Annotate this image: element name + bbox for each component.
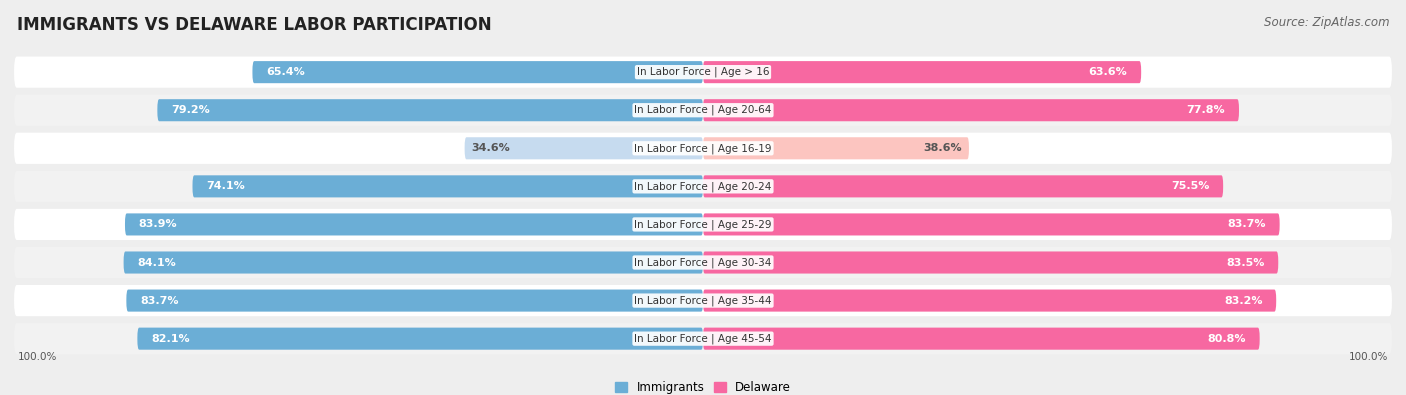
FancyBboxPatch shape bbox=[124, 252, 703, 274]
FancyBboxPatch shape bbox=[157, 99, 703, 121]
FancyBboxPatch shape bbox=[14, 95, 1392, 126]
Text: IMMIGRANTS VS DELAWARE LABOR PARTICIPATION: IMMIGRANTS VS DELAWARE LABOR PARTICIPATI… bbox=[17, 16, 492, 34]
Text: 83.2%: 83.2% bbox=[1223, 295, 1263, 306]
Text: 74.1%: 74.1% bbox=[207, 181, 245, 191]
FancyBboxPatch shape bbox=[193, 175, 703, 198]
Text: 84.1%: 84.1% bbox=[138, 258, 176, 267]
FancyBboxPatch shape bbox=[14, 56, 1392, 88]
FancyBboxPatch shape bbox=[703, 175, 1223, 198]
FancyBboxPatch shape bbox=[14, 133, 1392, 164]
FancyBboxPatch shape bbox=[14, 171, 1392, 202]
Text: Source: ZipAtlas.com: Source: ZipAtlas.com bbox=[1264, 16, 1389, 29]
FancyBboxPatch shape bbox=[14, 247, 1392, 278]
Text: 38.6%: 38.6% bbox=[924, 143, 962, 153]
Text: In Labor Force | Age 20-24: In Labor Force | Age 20-24 bbox=[634, 181, 772, 192]
Text: 100.0%: 100.0% bbox=[17, 352, 56, 362]
FancyBboxPatch shape bbox=[14, 323, 1392, 354]
Text: 100.0%: 100.0% bbox=[1350, 352, 1389, 362]
FancyBboxPatch shape bbox=[703, 252, 1278, 274]
Text: 83.9%: 83.9% bbox=[139, 220, 177, 229]
FancyBboxPatch shape bbox=[703, 213, 1279, 235]
Text: 82.1%: 82.1% bbox=[152, 334, 190, 344]
FancyBboxPatch shape bbox=[703, 61, 1142, 83]
Text: In Labor Force | Age 35-44: In Labor Force | Age 35-44 bbox=[634, 295, 772, 306]
Text: 34.6%: 34.6% bbox=[471, 143, 510, 153]
Text: 77.8%: 77.8% bbox=[1187, 105, 1225, 115]
Text: 65.4%: 65.4% bbox=[266, 67, 305, 77]
FancyBboxPatch shape bbox=[253, 61, 703, 83]
FancyBboxPatch shape bbox=[703, 99, 1239, 121]
FancyBboxPatch shape bbox=[14, 209, 1392, 240]
FancyBboxPatch shape bbox=[125, 213, 703, 235]
Text: In Labor Force | Age 25-29: In Labor Force | Age 25-29 bbox=[634, 219, 772, 229]
Text: 63.6%: 63.6% bbox=[1088, 67, 1128, 77]
FancyBboxPatch shape bbox=[703, 290, 1277, 312]
Text: 83.7%: 83.7% bbox=[1227, 220, 1265, 229]
FancyBboxPatch shape bbox=[127, 290, 703, 312]
FancyBboxPatch shape bbox=[703, 137, 969, 159]
Text: In Labor Force | Age > 16: In Labor Force | Age > 16 bbox=[637, 67, 769, 77]
Text: In Labor Force | Age 45-54: In Labor Force | Age 45-54 bbox=[634, 333, 772, 344]
Text: 80.8%: 80.8% bbox=[1208, 334, 1246, 344]
FancyBboxPatch shape bbox=[14, 285, 1392, 316]
Text: In Labor Force | Age 20-64: In Labor Force | Age 20-64 bbox=[634, 105, 772, 115]
Text: In Labor Force | Age 16-19: In Labor Force | Age 16-19 bbox=[634, 143, 772, 154]
Text: 75.5%: 75.5% bbox=[1171, 181, 1209, 191]
Text: In Labor Force | Age 30-34: In Labor Force | Age 30-34 bbox=[634, 257, 772, 268]
FancyBboxPatch shape bbox=[138, 327, 703, 350]
Legend: Immigrants, Delaware: Immigrants, Delaware bbox=[610, 376, 796, 395]
Text: 83.5%: 83.5% bbox=[1226, 258, 1264, 267]
Text: 83.7%: 83.7% bbox=[141, 295, 179, 306]
Text: 79.2%: 79.2% bbox=[172, 105, 209, 115]
FancyBboxPatch shape bbox=[464, 137, 703, 159]
FancyBboxPatch shape bbox=[703, 327, 1260, 350]
